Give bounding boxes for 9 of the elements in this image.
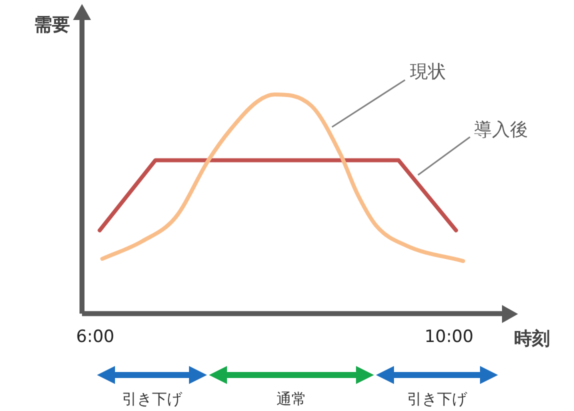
y-axis-title: 需要 [34,14,70,36]
text: 引き下げ [406,390,468,409]
x-tick-label: 6:00 [76,327,114,348]
text: 引き下げ [121,390,184,409]
x-axis-title: 時刻 [514,328,550,350]
text: 導入後 [474,120,528,141]
text: 通常 [276,390,308,409]
text: 現状 [410,62,446,83]
x-tick-label: 10:00 [424,327,474,348]
